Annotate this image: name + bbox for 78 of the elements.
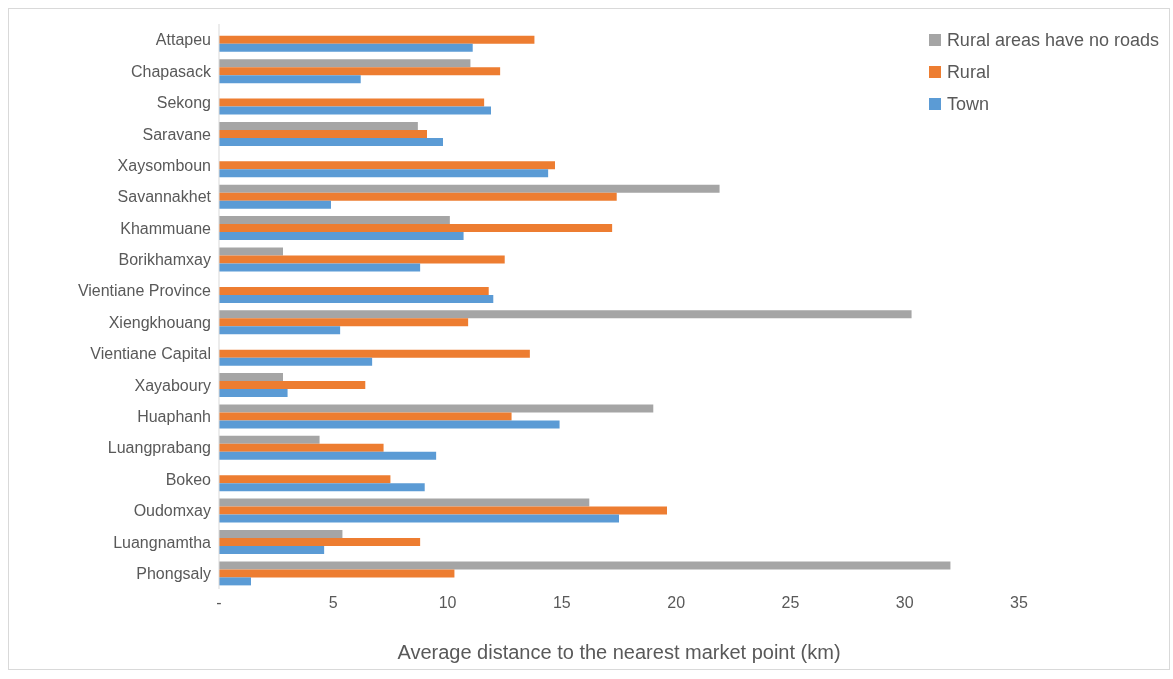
bar	[219, 59, 471, 68]
bar	[219, 161, 555, 170]
bar	[219, 184, 720, 193]
y-tick-label: Xaysomboun	[117, 156, 211, 174]
bar	[219, 294, 494, 303]
bar	[219, 318, 469, 327]
y-tick-label: Attapeu	[155, 31, 211, 49]
x-tick-label: 5	[328, 594, 338, 612]
y-tick-label: Oudomxay	[133, 502, 211, 520]
y-tick-label: Xiengkhouang	[108, 313, 211, 331]
legend-label: Rural	[946, 61, 990, 83]
y-tick-label: Bokeo	[165, 470, 212, 488]
bar	[219, 349, 530, 358]
y-tick-label: Savannakhet	[117, 188, 212, 206]
bar	[219, 310, 912, 319]
x-tick-label: 10	[438, 594, 457, 612]
bar	[219, 247, 283, 256]
bar	[219, 106, 491, 115]
bar	[219, 404, 654, 413]
bar	[219, 420, 560, 429]
bar	[219, 263, 421, 272]
bar	[219, 569, 455, 578]
bar	[219, 451, 437, 460]
y-tick-label: Luangprabang	[107, 439, 211, 457]
x-tick-label: -	[216, 594, 222, 612]
bar	[219, 200, 331, 209]
bar	[219, 129, 427, 138]
bar	[219, 67, 501, 76]
legend-label: Rural areas have no roads	[946, 29, 1159, 51]
bar	[219, 529, 343, 538]
bar	[219, 169, 549, 178]
y-tick-label: Vientiane Capital	[90, 345, 211, 363]
bar	[219, 545, 325, 554]
bar	[219, 121, 418, 130]
y-tick-label: Khammuane	[120, 219, 212, 237]
x-tick-label: 35	[1010, 594, 1028, 612]
bar	[219, 381, 366, 390]
bar	[219, 389, 288, 398]
bar	[219, 498, 590, 507]
x-tick-label: 20	[667, 594, 686, 612]
bar	[219, 232, 464, 241]
bar	[219, 216, 450, 225]
bar	[219, 192, 617, 201]
bar	[219, 35, 535, 44]
bar	[219, 435, 320, 444]
legend-label: Town	[946, 93, 989, 115]
x-tick-label: 25	[781, 594, 800, 612]
y-tick-label: Xayaboury	[134, 376, 211, 394]
bar	[219, 514, 619, 523]
bar	[219, 577, 251, 586]
bar	[219, 537, 421, 546]
y-tick-label: Luangnamtha	[113, 533, 212, 551]
y-tick-label: Borikhamxay	[118, 251, 211, 269]
bar	[219, 443, 384, 452]
bar	[219, 137, 443, 146]
bar	[219, 561, 951, 570]
bar	[219, 286, 489, 295]
bar	[219, 75, 361, 84]
y-tick-label: Saravane	[142, 125, 212, 143]
bar	[219, 98, 485, 107]
y-tick-label: Chapasack	[130, 62, 212, 80]
bar	[219, 475, 391, 484]
bar	[219, 506, 667, 515]
bar	[219, 224, 613, 233]
x-tick-label: 30	[895, 594, 914, 612]
y-tick-label: Sekong	[156, 94, 211, 112]
bar	[219, 483, 425, 492]
x-axis-title: Average distance to the nearest market point (km)	[397, 641, 841, 663]
y-tick-label: Phongsaly	[136, 564, 211, 582]
bar	[219, 373, 283, 382]
y-tick-label: Huaphanh	[137, 408, 211, 426]
bar	[219, 255, 505, 264]
y-tick-label: Vientiane Province	[77, 282, 212, 300]
bar	[219, 412, 512, 421]
bar	[219, 357, 373, 366]
bar	[219, 326, 341, 335]
bar	[219, 43, 473, 52]
x-tick-label: 15	[552, 594, 571, 612]
